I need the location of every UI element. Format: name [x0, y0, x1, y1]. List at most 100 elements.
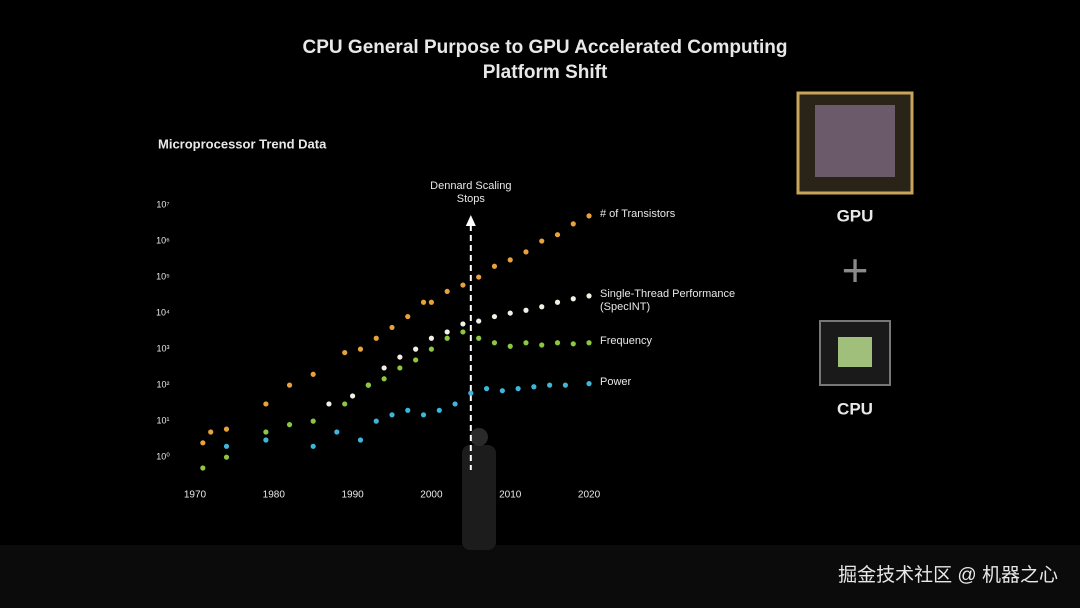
point	[381, 376, 387, 382]
point	[499, 388, 505, 394]
point	[342, 349, 348, 356]
point	[349, 393, 356, 399]
point	[428, 335, 435, 341]
point	[413, 346, 419, 352]
point	[491, 263, 498, 269]
point	[554, 340, 561, 346]
point	[476, 274, 482, 280]
series-label-box: Single-Thread Performance (SpecINT)	[600, 287, 736, 313]
point	[460, 282, 466, 288]
point	[223, 426, 230, 432]
point	[389, 324, 395, 331]
y-tick-label: 10⁷	[156, 199, 169, 209]
title-line: Platform Shift	[483, 62, 608, 83]
series-label: Power	[600, 375, 632, 388]
point	[223, 443, 230, 449]
point	[326, 401, 332, 407]
point	[389, 412, 395, 418]
gpu-die	[815, 105, 895, 177]
point	[405, 407, 411, 413]
x-tick-label: 2010	[499, 490, 522, 501]
point	[452, 401, 458, 407]
point	[507, 257, 513, 263]
point	[223, 454, 230, 460]
point	[547, 382, 553, 388]
point	[491, 313, 498, 320]
point	[334, 429, 340, 435]
point	[310, 443, 316, 449]
point	[444, 288, 450, 295]
point	[310, 418, 316, 424]
point	[539, 342, 545, 348]
point	[200, 465, 206, 471]
point	[468, 390, 474, 396]
point	[365, 382, 371, 388]
point	[586, 293, 592, 299]
point	[444, 329, 450, 335]
stage	[0, 545, 1080, 608]
y-tick-label: 10¹	[156, 416, 169, 426]
point	[476, 335, 482, 341]
point	[373, 335, 379, 341]
point	[507, 310, 513, 316]
point	[523, 249, 529, 255]
point	[531, 384, 537, 390]
point	[397, 365, 403, 371]
annotation-text-box: Dennard Scaling Stops	[430, 180, 512, 205]
point	[420, 299, 427, 305]
point	[539, 304, 545, 310]
gpu-label: GPU	[837, 206, 874, 225]
annotation-arrow	[465, 215, 476, 226]
point	[310, 371, 316, 377]
series-label-box: Power	[600, 375, 632, 388]
series-label: Single-Thread Performance (SpecINT)	[600, 287, 736, 313]
series-label-box: Frequency	[600, 334, 652, 347]
point	[562, 382, 568, 388]
point	[357, 346, 364, 352]
point	[357, 437, 364, 443]
plus-sign: +	[842, 244, 869, 296]
point	[586, 340, 592, 346]
y-tick-label: 10³	[156, 343, 169, 353]
point	[444, 335, 450, 341]
point	[523, 307, 529, 313]
point	[539, 238, 545, 244]
point	[476, 318, 482, 324]
point	[286, 382, 293, 388]
series-label: # of Transistors	[600, 207, 676, 220]
point	[286, 422, 293, 428]
x-tick-label: 2000	[420, 490, 443, 501]
point	[436, 407, 442, 413]
point	[460, 321, 466, 327]
x-tick-label: 1990	[341, 490, 364, 501]
point	[263, 437, 269, 443]
point	[420, 412, 427, 418]
speaker-head	[470, 428, 488, 446]
point	[381, 365, 387, 371]
point	[554, 299, 561, 305]
point	[373, 418, 379, 424]
point	[428, 299, 435, 305]
y-tick-label: 10⁰	[156, 452, 170, 462]
point	[405, 313, 411, 320]
point	[507, 343, 513, 349]
point	[570, 341, 576, 347]
point	[397, 354, 403, 360]
point	[208, 429, 214, 435]
speaker	[462, 445, 496, 550]
point	[263, 401, 269, 407]
y-tick-label: 10⁶	[156, 235, 170, 245]
point	[413, 357, 419, 363]
series-label: Frequency	[600, 334, 652, 347]
cpu-die	[838, 337, 872, 367]
point	[554, 232, 561, 238]
cpu-label: CPU	[837, 399, 873, 418]
x-tick-label: 1980	[263, 490, 286, 501]
point	[460, 329, 466, 335]
annotation-text: Dennard Scaling Stops	[430, 180, 512, 205]
point	[570, 221, 576, 227]
point	[263, 429, 269, 435]
point	[570, 296, 576, 302]
